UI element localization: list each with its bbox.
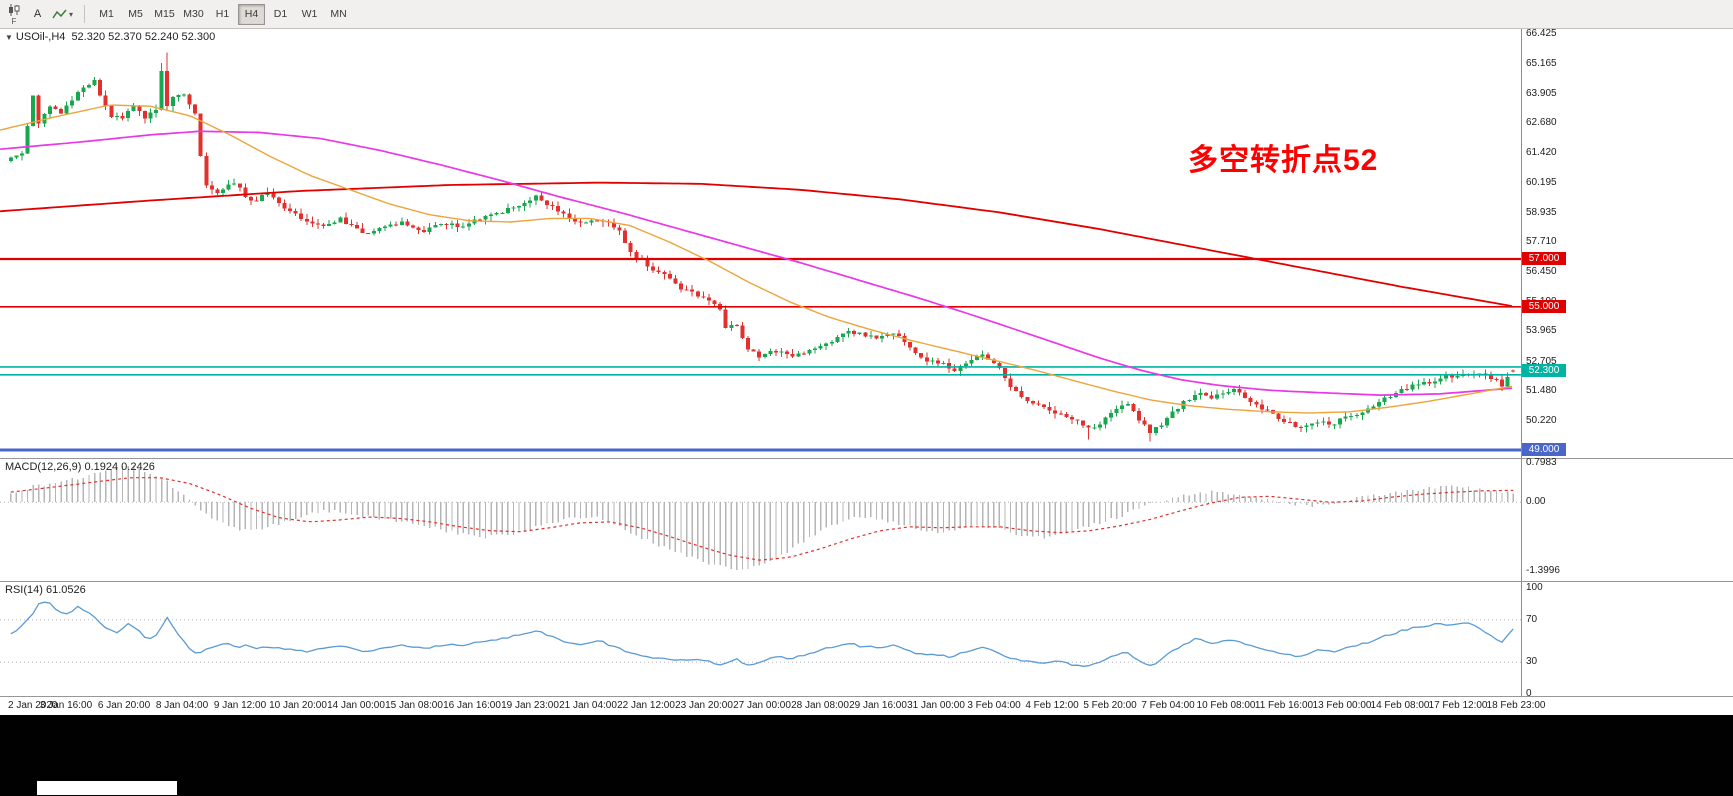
price-axis-label: 53.965	[1526, 325, 1557, 337]
macd-pane[interactable]: MACD(12,26,9) 0.1924 0.2426 0.7983 0.00 -1…	[0, 457, 1733, 582]
time-axis-label: 9 Jan 12:00	[213, 700, 267, 711]
overlay-ma-slow-red	[0, 181, 1513, 307]
timeframe-mn-button[interactable]: MN	[325, 4, 352, 25]
taskbar-item[interactable]	[37, 781, 177, 795]
chart-type-button[interactable]	[4, 3, 24, 17]
rsi-label: RSI(14) 61.0526	[5, 584, 86, 596]
price-axis-label: 51.480	[1526, 384, 1557, 396]
annotate-a-button[interactable]: A	[27, 4, 48, 25]
symbol-period-label: USOil-,H4	[15, 31, 66, 43]
rsi-line	[10, 601, 1514, 667]
bottom-black-bar	[0, 715, 1733, 796]
time-axis-label: 16 Jan 16:00	[443, 700, 501, 711]
time-axis-label: 19 Jan 23:00	[501, 700, 559, 711]
price-axis-label: 61.420	[1526, 147, 1557, 159]
rsi-axis-label: 0	[1526, 688, 1532, 699]
time-axis-label: 21 Jan 04:00	[559, 700, 617, 711]
price-level-label: 55.000	[1522, 299, 1566, 313]
time-axis-label: 2 Jan 2020	[8, 700, 58, 711]
chart-window: ▼ USOil-,H4 52.320 52.370 52.240 52.300 多空…	[0, 28, 1733, 715]
price-axis-label: 62.680	[1526, 117, 1557, 129]
price-level-label: 52.300	[1522, 364, 1566, 378]
toolbar-f-label: F	[11, 16, 17, 26]
indicators-button[interactable]: ▾	[48, 4, 77, 25]
price-axis-label: 58.935	[1526, 206, 1557, 218]
time-axis-label: 7 Feb 04:00	[1141, 700, 1195, 711]
rsi-axis-label: 30	[1526, 656, 1538, 668]
price-axis-border	[1521, 29, 1522, 697]
rsi-chart[interactable]	[0, 582, 1733, 696]
timeframe-m15-button[interactable]: M15	[151, 4, 178, 25]
rsi-pane[interactable]: RSI(14) 61.0526 100 70 30 0	[0, 582, 1733, 699]
price-axis-label: 65.165	[1526, 58, 1557, 70]
time-axis-label: 8 Jan 04:00	[155, 700, 209, 711]
macd-signal-line	[10, 477, 1514, 561]
macd-histogram	[10, 465, 1514, 570]
price-axis-label: 50.220	[1526, 414, 1557, 426]
macd-axis-label: 0.00	[1526, 496, 1546, 508]
price-chart[interactable]	[0, 29, 1733, 458]
price-axis-label: 57.710	[1526, 236, 1557, 248]
candles	[8, 52, 1516, 442]
price-level-label: 49.000	[1522, 443, 1566, 456]
timeframe-d1-button[interactable]: D1	[267, 4, 294, 25]
toolbar: F A ▾ M1 M5 M15 M30 H1 H4 D1 W1 MN	[0, 0, 1733, 29]
chart-annotation-text: 多空转折点52	[1188, 144, 1379, 177]
timeframe-m30-button[interactable]: M30	[180, 4, 207, 25]
toolbar-separator	[84, 5, 86, 23]
time-axis-label: 10 Feb 08:00	[1196, 700, 1256, 711]
rsi-axis-label: 100	[1526, 582, 1543, 593]
time-axis-label: 18 Feb 23:00	[1486, 700, 1546, 711]
time-axis-label: 31 Jan 00:00	[907, 700, 965, 711]
collapse-triangle-icon: ▼	[5, 33, 13, 42]
timeframe-group: M1 M5 M15 M30 H1 H4 D1 W1 MN	[92, 3, 353, 25]
macd-chart[interactable]	[0, 459, 1733, 581]
price-axis-label: 63.905	[1526, 88, 1557, 100]
time-axis-label: 28 Jan 08:00	[791, 700, 849, 711]
time-axis-label: 3 Feb 04:00	[967, 700, 1021, 711]
time-axis-label: 13 Feb 00:00	[1312, 700, 1372, 711]
time-axis-label: 5 Feb 20:00	[1083, 700, 1137, 711]
price-level-label: 57.000	[1522, 252, 1566, 265]
macd-axis-label: -1.3996	[1526, 565, 1560, 576]
time-axis-label: 11 Feb 16:00	[1254, 700, 1314, 711]
candlestick-icon	[9, 3, 20, 16]
time-axis-label: 23 Jan 20:00	[675, 700, 733, 711]
time-axis-label: 14 Jan 00:00	[327, 700, 385, 711]
chart-title: ▼ USOil-,H4 52.320 52.370 52.240 52.300	[5, 31, 215, 43]
timeframe-m5-button[interactable]: M5	[122, 4, 149, 25]
dropdown-caret-icon: ▾	[69, 9, 74, 19]
time-axis-label: 6 Jan 20:00	[97, 700, 151, 711]
time-axis-label: 4 Feb 12:00	[1025, 700, 1079, 711]
time-axis-label: 17 Feb 12:00	[1428, 700, 1488, 711]
ohlc-values: 52.320 52.370 52.240 52.300	[71, 31, 216, 43]
time-axis-label: 29 Jan 16:00	[849, 700, 907, 711]
price-axis-label: 66.425	[1526, 28, 1557, 39]
price-pane[interactable]: ▼ USOil-,H4 52.320 52.370 52.240 52.300 多空…	[0, 28, 1733, 459]
macd-label: MACD(12,26,9) 0.1924 0.2426	[5, 461, 155, 473]
price-axis-label: 56.450	[1526, 266, 1557, 278]
macd-axis-label: 0.7983	[1526, 457, 1557, 468]
timeframe-w1-button[interactable]: W1	[296, 4, 323, 25]
price-axis-label: 52.705	[1526, 355, 1557, 367]
time-axis-label: 27 Jan 00:00	[733, 700, 791, 711]
overlay-ma-fast-orange	[0, 104, 1513, 414]
indicator-line-icon	[52, 9, 67, 19]
toolbar-first-column: F	[4, 3, 24, 26]
time-axis-label: 3 Jan 16:00	[39, 700, 93, 711]
time-axis-label: 22 Jan 12:00	[617, 700, 675, 711]
time-axis-label: 10 Jan 20:00	[269, 700, 327, 711]
overlay-ma-mid-magenta	[0, 130, 1513, 396]
time-axis-label: 14 Feb 08:00	[1370, 700, 1430, 711]
rsi-axis-label: 70	[1526, 613, 1538, 625]
timeframe-m1-button[interactable]: M1	[93, 4, 120, 25]
time-axis-label: 15 Jan 08:00	[385, 700, 443, 711]
price-axis-label: 60.195	[1526, 176, 1557, 188]
timeframe-h4-button[interactable]: H4	[238, 3, 266, 25]
timeframe-h1-button[interactable]: H1	[209, 4, 236, 25]
time-axis[interactable]: 2 Jan 2020 3 Jan 16:00 6 Jan 20:00 8 Jan 04…	[0, 697, 1733, 715]
